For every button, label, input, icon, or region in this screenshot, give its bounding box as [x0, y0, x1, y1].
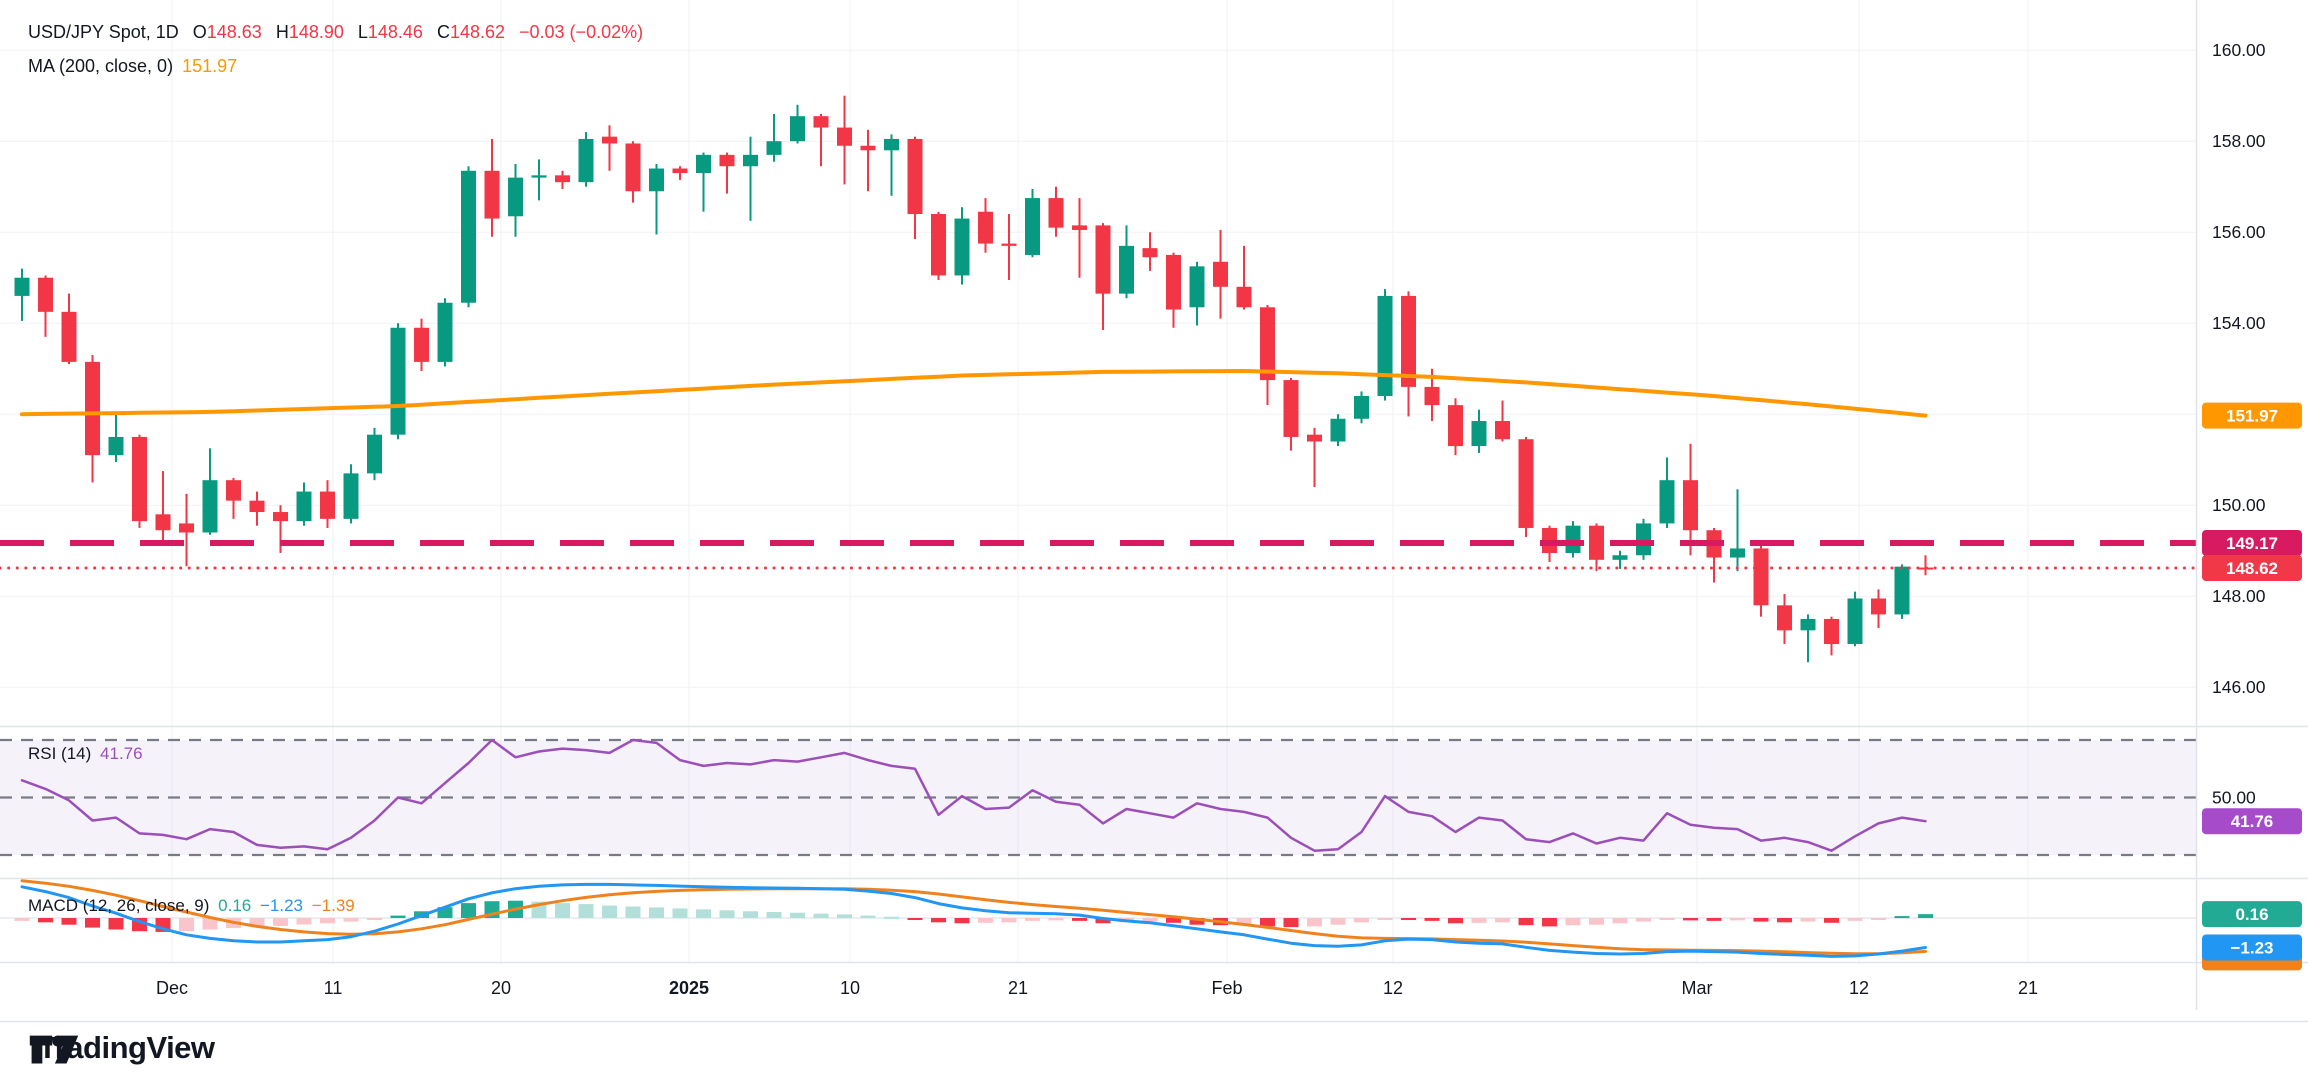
rsi-line	[20, 738, 1927, 852]
price-tick-label: 158.00	[2212, 131, 2266, 151]
macd-signal-value: −1.39	[311, 896, 355, 915]
rsi-label: RSI (14)	[28, 744, 92, 763]
ohlc-key: L	[357, 22, 368, 42]
price-tick-label: 154.00	[2212, 313, 2266, 333]
svg-text:148.62: 148.62	[2226, 559, 2278, 578]
price-tick-label: 150.00	[2212, 495, 2266, 515]
macd-legend[interactable]: MACD (12, 26, close, 9) 0.16 −1.23 −1.39	[28, 896, 355, 916]
ohlc-values: O148.63 H148.90 L148.46 C148.62	[179, 22, 505, 42]
macd-lines	[20, 879, 1927, 958]
ohlc-value: 148.63	[206, 22, 262, 42]
ma-200-line	[20, 369, 1928, 418]
time-tick-label: 12	[1849, 978, 1869, 998]
price-axis[interactable]: 160.00158.00156.00154.00152.00150.00148.…	[2202, 40, 2302, 697]
time-axis[interactable]: Dec 11 20 2025 10 21 Feb 12 Mar 12 21	[156, 978, 2038, 998]
time-tick-label: Feb	[1211, 978, 1242, 998]
svg-text:41.76: 41.76	[2231, 812, 2274, 831]
ma-legend[interactable]: MA (200, close, 0) 151.97	[28, 56, 237, 77]
ohlc-key: C	[436, 22, 450, 42]
svg-text:−1.23: −1.23	[2230, 939, 2273, 958]
tradingview-logo-icon	[29, 1035, 79, 1064]
time-tick-label: 11	[324, 978, 343, 998]
panel-separators	[0, 0, 2308, 1023]
svg-text:50.00: 50.00	[2212, 788, 2256, 808]
time-tick-label: 12	[1383, 978, 1403, 998]
svg-text:149.17: 149.17	[2226, 534, 2278, 553]
time-tick-label: 2025	[669, 978, 709, 998]
ohlc-key: H	[275, 22, 289, 42]
macd-hist-value: 0.16	[218, 896, 252, 915]
indicator-axis[interactable]: 50.00 41.76 0.16 −1.23	[2202, 788, 2302, 971]
ma-value: 151.97	[182, 56, 238, 76]
ohlc-value: 148.90	[288, 22, 344, 42]
ohlc-value: 148.62	[449, 22, 506, 42]
svg-text:0.16: 0.16	[2235, 905, 2268, 924]
price-levels	[0, 539, 2198, 570]
price-tick-label: 160.00	[2212, 40, 2266, 60]
symbol-title: USD/JPY Spot, 1D	[28, 22, 179, 42]
time-tick-label: 10	[840, 978, 860, 998]
svg-text:151.97: 151.97	[2226, 407, 2278, 426]
time-tick-label: 21	[1008, 978, 1028, 998]
ohlc-value: 148.46	[367, 22, 423, 42]
ohlc-key: O	[192, 22, 207, 42]
tradingview-logo[interactable]: TradingView	[28, 1030, 215, 1066]
time-tick-label: 20	[491, 978, 511, 998]
change-value: −0.03 (−0.02%)	[519, 22, 644, 42]
macd-label: MACD (12, 26, close, 9)	[28, 896, 210, 915]
time-tick-label: Dec	[156, 978, 188, 998]
price-tick-label: 156.00	[2212, 222, 2266, 242]
rsi-legend[interactable]: RSI (14) 41.76	[28, 744, 143, 764]
price-tick-label: 148.00	[2212, 586, 2266, 606]
rsi-value: 41.76	[100, 744, 143, 763]
time-tick-label: Mar	[1682, 978, 1713, 998]
ma-label: MA (200, close, 0)	[28, 56, 174, 76]
time-tick-label: 21	[2018, 978, 2038, 998]
macd-line-value: −1.23	[259, 896, 303, 915]
rsi-band	[0, 738, 2196, 857]
price-tick-label: 146.00	[2212, 677, 2266, 697]
symbol-legend[interactable]: USD/JPY Spot, 1D O148.63 H148.90 L148.46 C14…	[28, 22, 643, 43]
candlestick-series	[14, 95, 1933, 663]
